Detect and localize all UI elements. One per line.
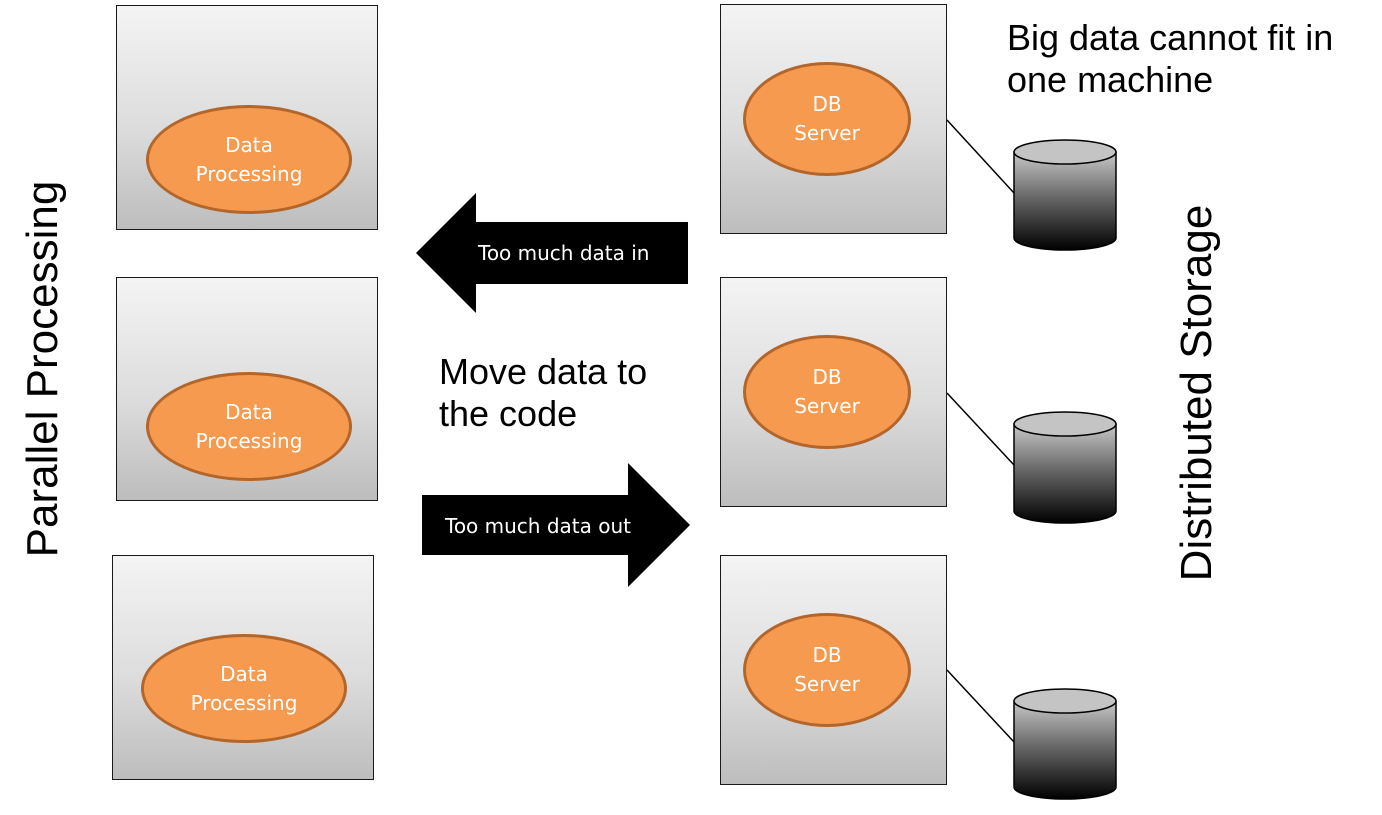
connector-line — [946, 119, 1015, 194]
processing-node: Data Processing — [112, 555, 374, 780]
arrow-in-label: Too much data in — [478, 241, 650, 265]
arrow-data-out — [422, 463, 690, 587]
storage-node: DB Server — [720, 277, 947, 507]
processing-node-label: Data Processing — [141, 634, 347, 743]
processing-node-label: Data Processing — [146, 105, 352, 214]
database-cylinder-icon — [1013, 139, 1117, 251]
top-caption: Big data cannot fit in one machine — [1007, 17, 1334, 100]
connector-line — [946, 392, 1015, 466]
database-cylinder-icon — [1013, 411, 1117, 524]
storage-node: DB Server — [720, 555, 947, 785]
connector-line — [946, 669, 1015, 743]
database-cylinder-icon — [1013, 688, 1117, 800]
arrow-data-in — [416, 193, 688, 313]
right-heading: Distributed Storage — [1172, 204, 1221, 582]
processing-node: Data Processing — [116, 277, 378, 501]
storage-node-label: DB Server — [743, 613, 911, 727]
storage-node-label: DB Server — [743, 335, 911, 449]
processing-node: Data Processing — [116, 5, 378, 230]
processing-node-label: Data Processing — [146, 372, 352, 481]
left-heading: Parallel Processing — [18, 180, 67, 558]
storage-node: DB Server — [720, 4, 947, 234]
arrow-out-label: Too much data out — [445, 514, 631, 538]
center-caption: Move data to the code — [439, 351, 648, 434]
storage-node-label: DB Server — [743, 62, 911, 176]
